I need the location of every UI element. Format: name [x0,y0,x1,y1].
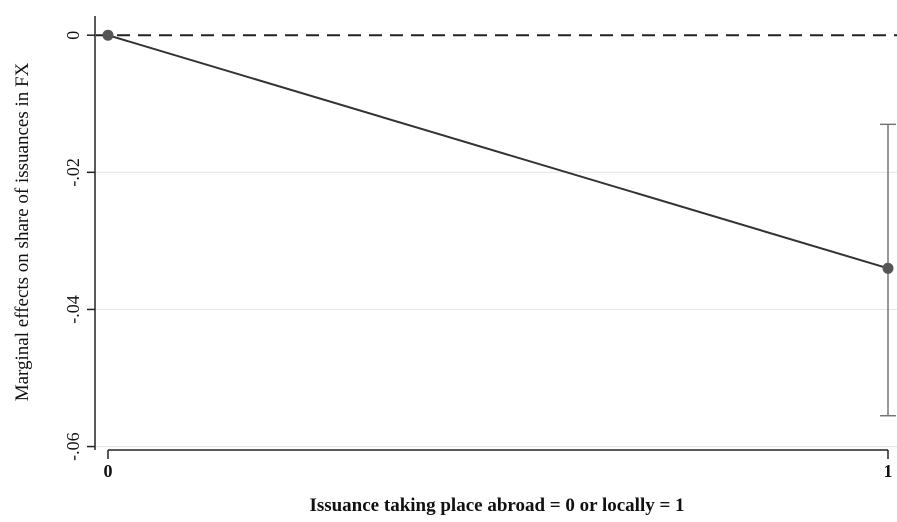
tick-labels: 0 -.02 -.04 -.06 0 1 [63,31,893,481]
data-point [102,29,114,41]
series-line [107,34,889,270]
axes [87,16,889,459]
y-tick-label: 0 [63,31,83,40]
x-tick-label: 0 [104,461,113,481]
data-point [882,262,894,274]
y-tick-label: -.02 [63,158,83,187]
y-tick-label: -.06 [63,432,83,461]
series-group [102,29,896,417]
gridlines [96,171,897,448]
x-tick-label: 1 [884,461,893,481]
y-tick-label: -.04 [63,295,83,324]
y-axis-title: Marginal effects on share of issuances i… [12,62,33,401]
x-axis-title: Issuance taking place abroad = 0 or loca… [309,495,684,516]
